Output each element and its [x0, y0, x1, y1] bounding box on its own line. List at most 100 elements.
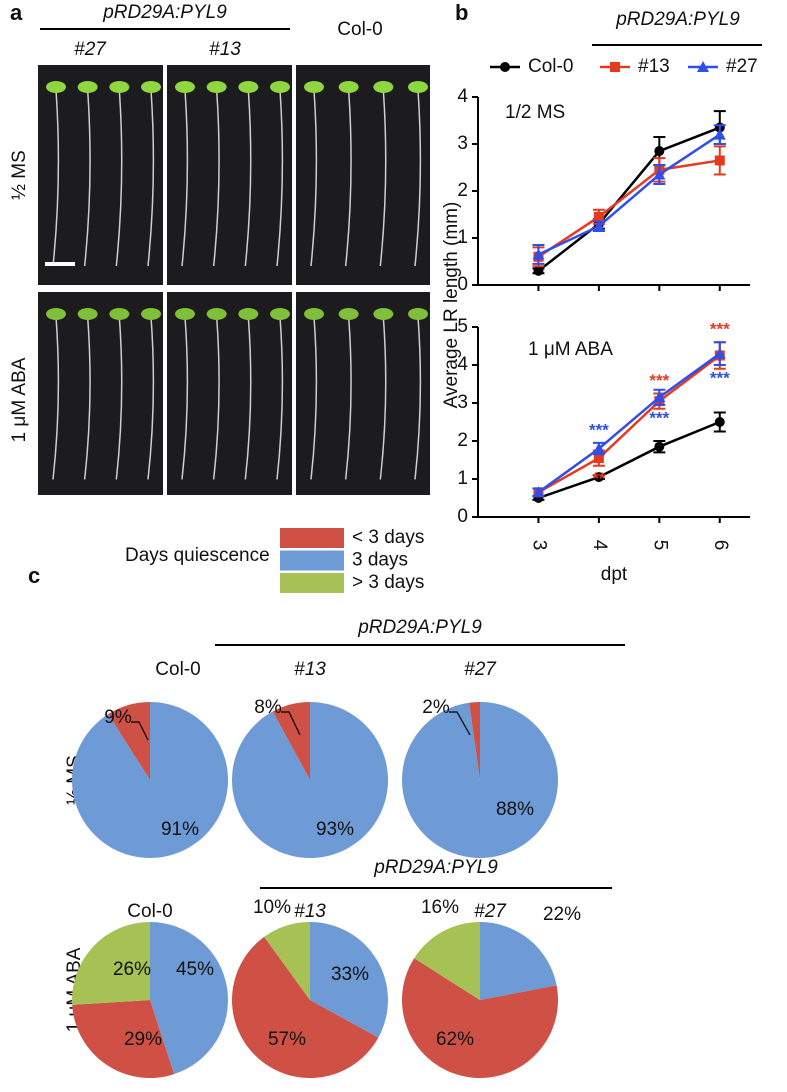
group-label: pRD29A:PYL9 [102, 2, 227, 23]
root [244, 316, 252, 480]
panel-letter: c [28, 563, 40, 588]
slice-label: 88% [496, 799, 534, 820]
root [344, 316, 352, 480]
marker [532, 486, 545, 498]
root [147, 89, 155, 267]
pie-slice [264, 922, 310, 1000]
seedling [338, 308, 359, 320]
y-tick-label: 1 [457, 227, 468, 248]
seedling [206, 308, 227, 320]
root [181, 89, 189, 267]
marker [714, 155, 725, 166]
photo [296, 292, 430, 495]
marker [593, 211, 604, 222]
seedling [338, 81, 359, 93]
panel-letter: b [455, 0, 468, 25]
significance: *** [589, 420, 609, 439]
slice-label: 2% [422, 697, 450, 718]
legend-swatch [280, 550, 344, 571]
slice-label: 62% [436, 1029, 474, 1050]
scale-bar [45, 262, 75, 266]
seedling [304, 308, 324, 320]
x-tick-label: 4 [589, 540, 610, 551]
series-line [537, 133, 721, 256]
legend-swatch [280, 528, 344, 548]
root [244, 89, 252, 267]
pie-slice [469, 702, 480, 780]
seedling [270, 308, 290, 320]
root [276, 316, 284, 480]
marker [593, 472, 604, 483]
root [52, 89, 60, 267]
significance: *** [710, 368, 730, 387]
root [414, 89, 422, 267]
seedling [206, 81, 227, 93]
y-tick-label: 2 [457, 430, 468, 451]
panel-letter: a [10, 0, 23, 25]
y-tick-label: 0 [457, 274, 468, 295]
legend-label: #27 [726, 56, 758, 77]
seedling [238, 308, 259, 320]
seedling [109, 308, 130, 320]
marker [653, 391, 666, 403]
series-line [537, 354, 721, 494]
y-tick-label: 3 [457, 133, 468, 154]
seedling [46, 81, 66, 93]
group-label: pRD29A:PYL9 [373, 857, 498, 878]
y-tick-label: 4 [457, 86, 468, 107]
pie-slice [232, 936, 379, 1078]
series-line [537, 352, 721, 494]
pie-title: Col-0 [127, 901, 172, 922]
legend-swatch [280, 573, 344, 593]
legend-label: > 3 days [352, 572, 424, 593]
slice-label: 26% [113, 959, 151, 980]
slice-label: 57% [268, 1029, 306, 1050]
slice-label: 33% [331, 964, 369, 985]
leader-line [449, 711, 471, 736]
root [147, 316, 155, 480]
marker [654, 146, 665, 157]
seedling [175, 308, 195, 320]
marker [654, 441, 665, 452]
row-label: 1 μM ABA [9, 357, 30, 442]
pie-title: #13 [294, 901, 326, 922]
y-tick-label: 1 [457, 468, 468, 489]
root [115, 89, 123, 267]
seedling [77, 308, 98, 320]
seedling [408, 308, 428, 320]
group-label: pRD29A:PYL9 [357, 617, 482, 638]
marker [532, 248, 545, 260]
y-tick-label: 5 [457, 316, 468, 337]
pie-slice [402, 958, 558, 1079]
y-tick-label: 2 [457, 180, 468, 201]
y-tick-label: 3 [457, 392, 468, 413]
root [181, 316, 189, 480]
marker [592, 220, 605, 232]
marker [714, 417, 725, 427]
seedling [77, 81, 98, 93]
seedling [175, 81, 195, 93]
slice-label: 16% [421, 897, 459, 918]
root [310, 89, 318, 267]
marker [697, 61, 709, 72]
slice-label: 10% [253, 897, 291, 918]
slice-label: 29% [124, 1029, 162, 1050]
pie-title: #27 [474, 901, 507, 922]
marker [500, 62, 510, 72]
leader-line [131, 721, 149, 741]
root [276, 89, 284, 267]
x-axis-label: dpt [601, 564, 628, 585]
column-label: Col-0 [337, 19, 382, 40]
pie-slice [108, 702, 150, 780]
y-tick-label: 0 [457, 506, 468, 527]
root [212, 89, 220, 267]
slice-label: 93% [316, 819, 354, 840]
root [379, 316, 387, 480]
root [83, 89, 91, 267]
seedling [238, 81, 259, 93]
marker [713, 128, 726, 140]
root [83, 316, 91, 480]
series-line [538, 420, 721, 500]
seedling [46, 308, 66, 320]
